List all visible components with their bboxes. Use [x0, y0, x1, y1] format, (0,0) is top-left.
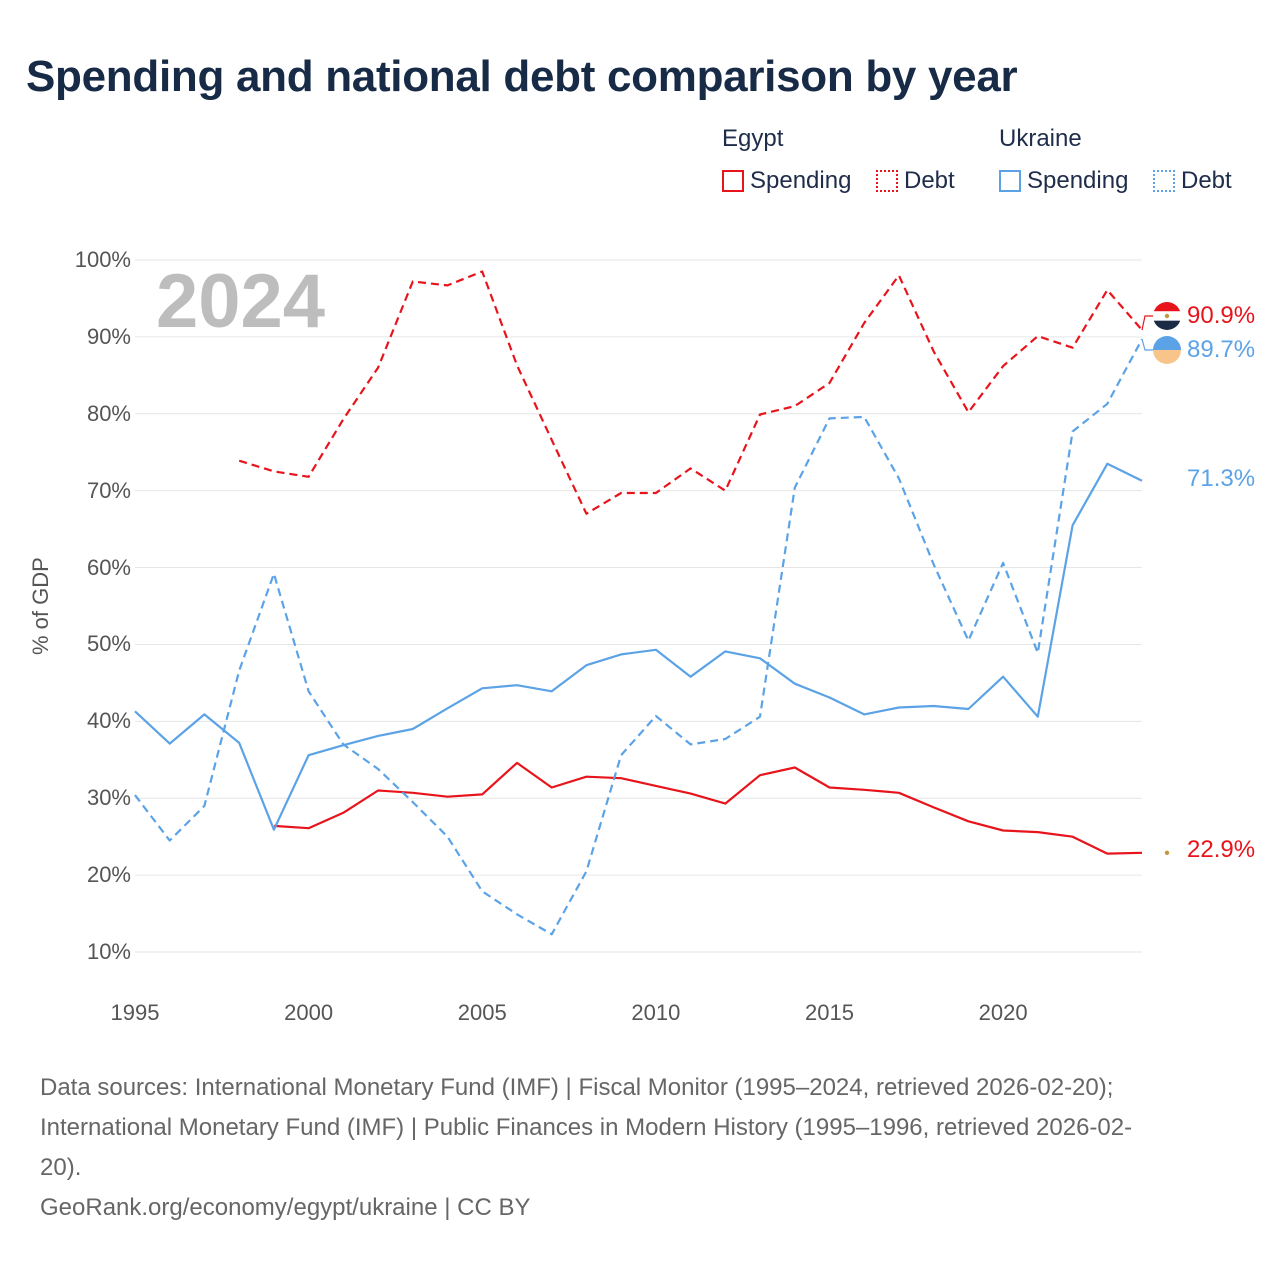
x-tick-label: 1995 — [110, 1000, 160, 1025]
ukraine-flag-icon — [1153, 336, 1181, 364]
legend-swatch-solid — [722, 170, 744, 192]
x-tick-label: 2000 — [284, 1000, 334, 1025]
source-line: Data sources: International Monetary Fun… — [40, 1074, 1114, 1101]
egypt-flag-icon — [1164, 850, 1170, 856]
legend-item-ukraine-spending[interactable]: Spending — [999, 167, 1128, 195]
series-line-egypt-debt — [238, 270, 1143, 515]
y-tick-label: 80% — [86, 400, 131, 426]
legend-swatch-solid — [999, 170, 1021, 192]
end-connector-egypt-debt — [1141, 315, 1153, 331]
source-line: 20). — [40, 1154, 82, 1181]
series-line-ukraine-spending — [134, 462, 1143, 831]
y-tick-label: 10% — [86, 939, 131, 964]
footer: Data sources: International Monetary Fun… — [40, 1068, 1250, 1228]
end-label-ukraine-debt: 89.7% — [1187, 336, 1256, 363]
y-tick-label: 20% — [86, 862, 131, 888]
y-tick-label: 70% — [86, 477, 131, 503]
legend-group-egypt: Egypt — [722, 125, 784, 152]
end-label-egypt-debt: 90.9% — [1187, 302, 1256, 329]
end-label-ukraine-spending: 71.3% — [1187, 465, 1256, 492]
y-tick-label: 50% — [86, 631, 131, 657]
legend-label: Spending — [750, 167, 852, 194]
egypt-flag-icon — [1153, 302, 1181, 330]
legend-swatch-dotted — [1153, 170, 1175, 192]
series-line-ukraine-debt — [134, 338, 1143, 936]
x-tick-label: 2020 — [978, 1000, 1028, 1025]
end-connector-ukraine-debt — [1141, 339, 1153, 351]
legend-label: Spending — [1027, 167, 1129, 194]
x-tick-label: 2015 — [804, 1000, 854, 1025]
source-line: International Monetary Fund (IMF) | Publ… — [40, 1114, 1133, 1141]
legend-label: Debt — [904, 167, 955, 194]
y-tick-label: 60% — [86, 554, 131, 580]
series-line-egypt-spending — [273, 761, 1143, 855]
legend-item-ukraine-debt[interactable]: Debt — [1153, 167, 1232, 195]
ukraine-flag-icon — [1153, 467, 1181, 495]
y-tick-label: 100% — [74, 247, 131, 272]
x-tick-label: 2010 — [631, 1000, 681, 1025]
legend-swatch-dotted — [876, 170, 898, 192]
credit-link[interactable]: GeoRank.org/economy/egypt/ukraine | CC B… — [40, 1194, 531, 1221]
chart-title: Spending and national debt comparison by… — [26, 52, 1018, 101]
legend-item-egypt-debt[interactable]: Debt — [876, 167, 955, 195]
year-display: 2024 — [156, 259, 326, 344]
y-tick-label: 40% — [86, 708, 131, 734]
legend-item-egypt-spending[interactable]: Spending — [722, 167, 851, 195]
end-label-egypt-spending: 22.9% — [1187, 836, 1256, 863]
y-tick-label: 90% — [86, 323, 131, 349]
legend-group-ukraine: Ukraine — [999, 125, 1082, 152]
y-tick-label: 30% — [86, 785, 131, 811]
legend-label: Debt — [1181, 167, 1232, 194]
x-tick-label: 2005 — [457, 1000, 507, 1025]
